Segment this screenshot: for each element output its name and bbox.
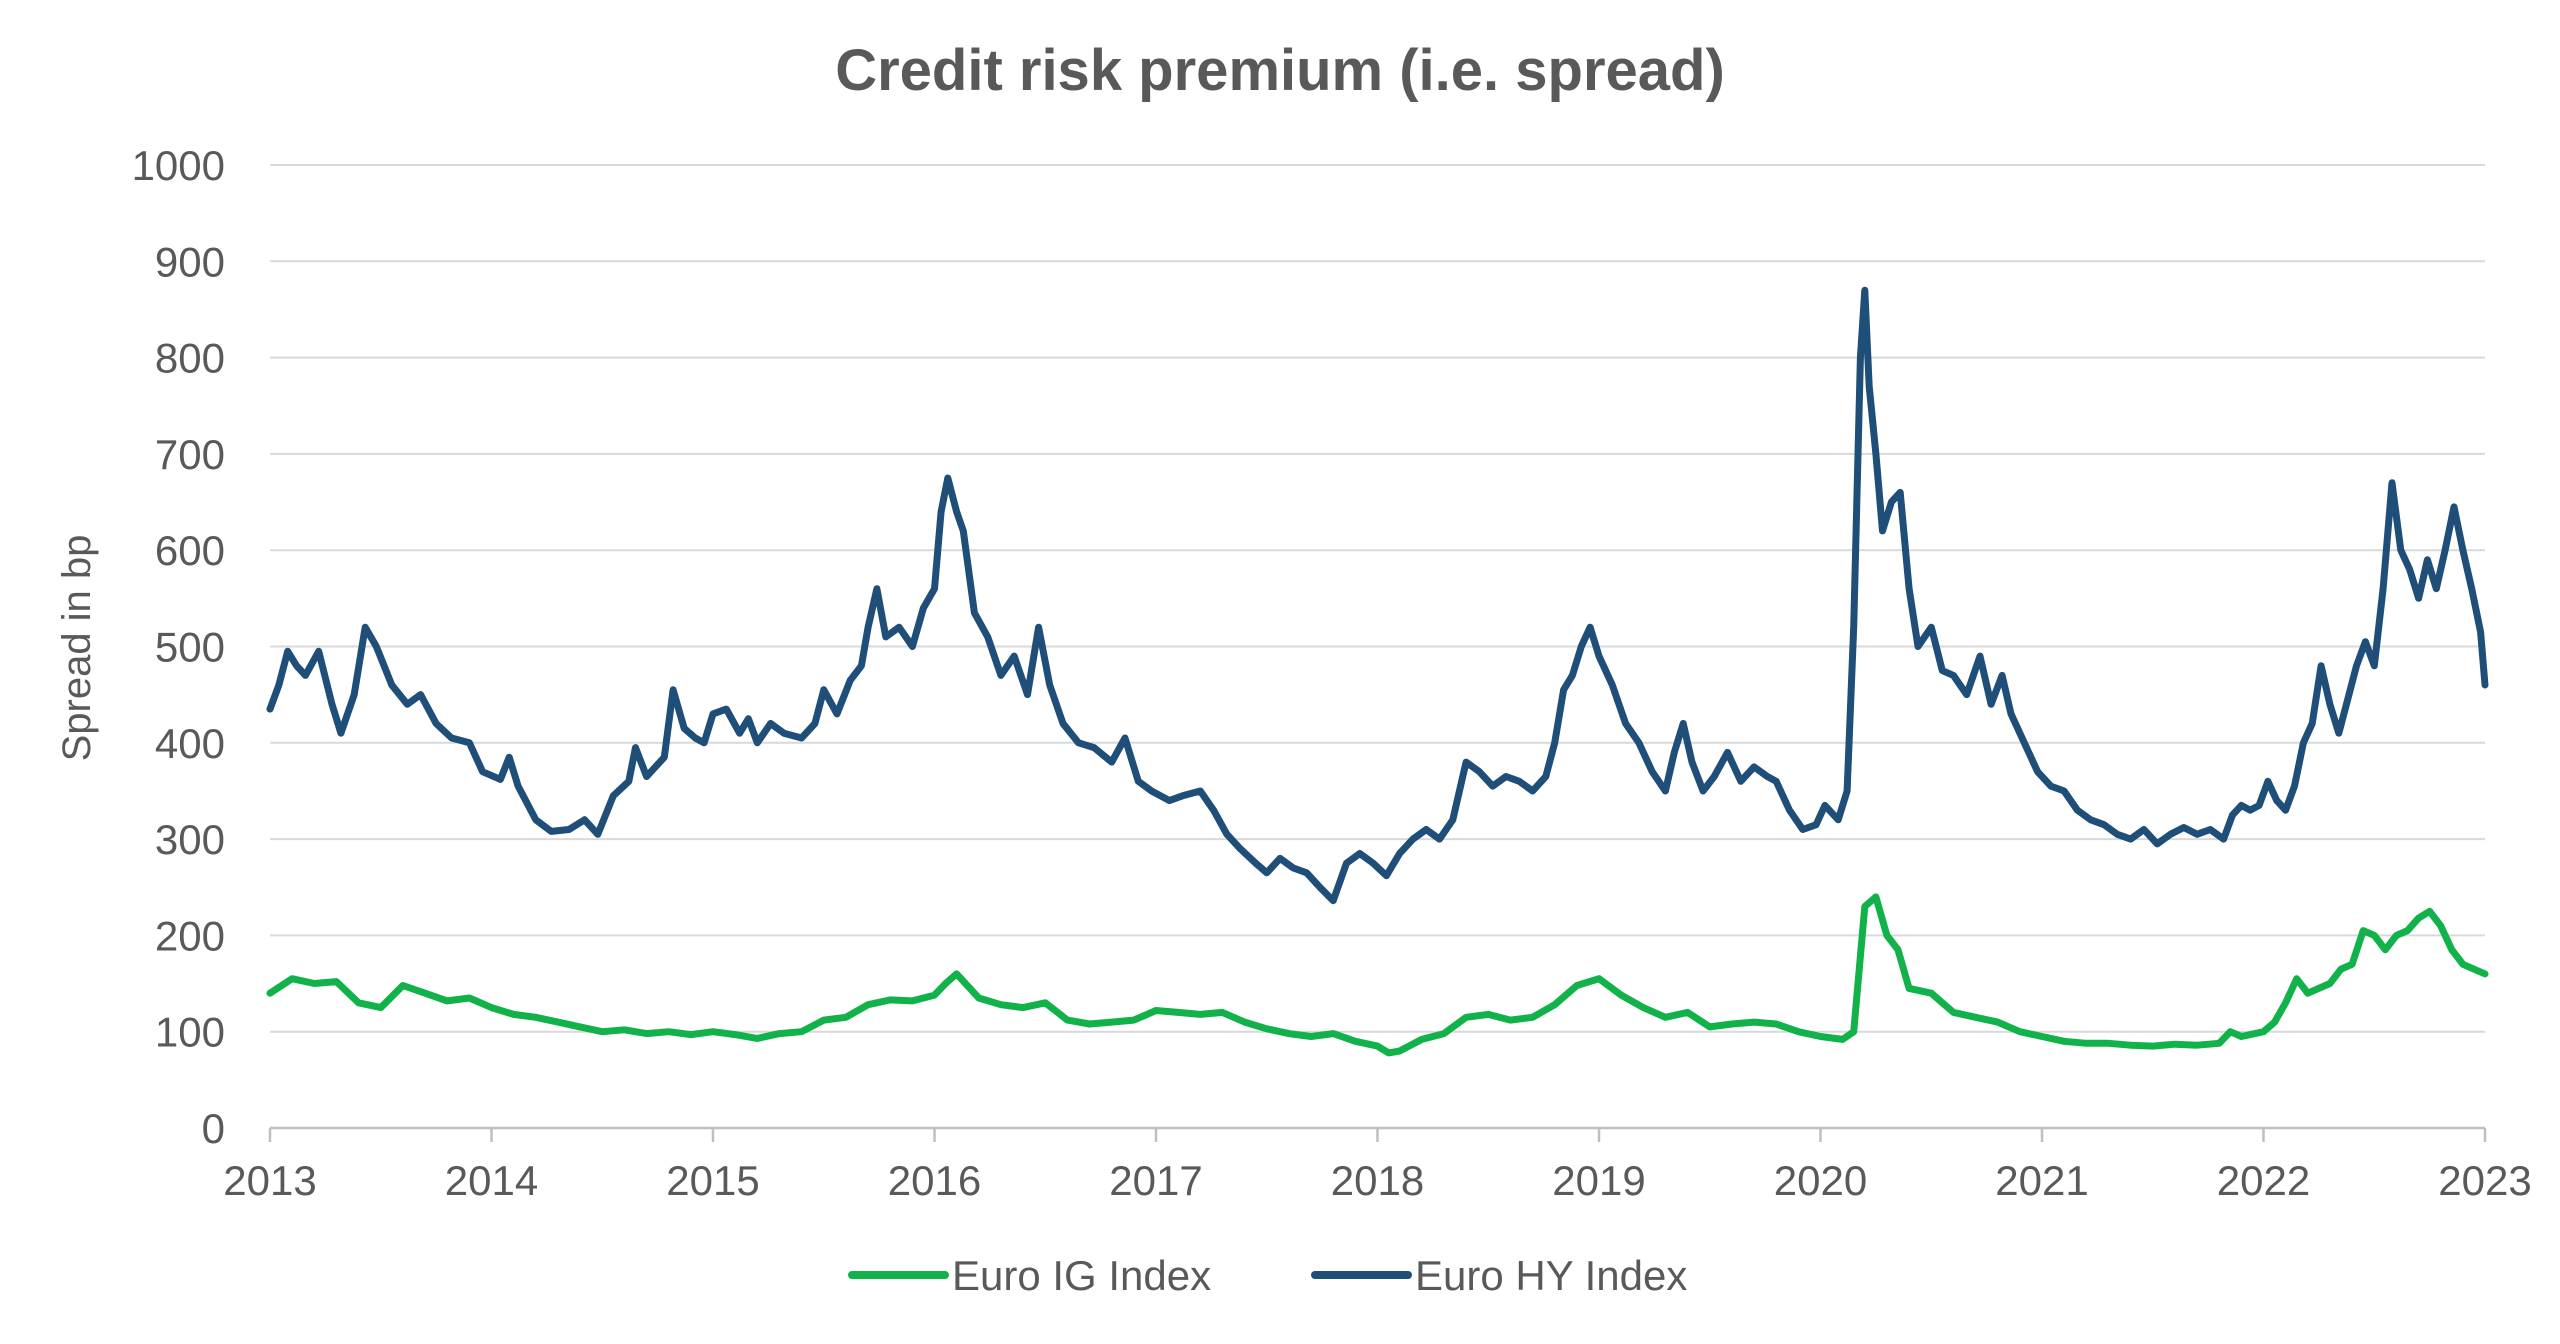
y-tick-label: 500 (155, 624, 225, 671)
legend-label-euro-hy: Euro HY Index (1415, 1252, 1687, 1299)
x-tick-label: 2021 (1995, 1157, 2088, 1204)
x-tick-label: 2022 (2217, 1157, 2310, 1204)
x-tick-label: 2015 (666, 1157, 759, 1204)
y-tick-label: 300 (155, 816, 225, 863)
y-tick-label: 900 (155, 238, 225, 285)
chart-title: Credit risk premium (i.e. spread) (835, 38, 1725, 103)
x-axis-ticks: 2013 2014 2015 2016 2017 2018 2019 2020 2021 2022… (223, 1128, 2532, 1204)
x-tick-label: 2020 (1774, 1157, 1867, 1204)
x-tick-label: 2017 (1109, 1157, 1202, 1204)
x-tick-label: 2016 (888, 1157, 981, 1204)
x-tick-label: 2013 (223, 1157, 316, 1204)
y-axis-ticks: 0 100 200 300 400 500 600 700 800 900 1000 (132, 142, 225, 1152)
legend-item-euro-hy[interactable]: Euro HY Index (1311, 1252, 1687, 1299)
grid-lines (270, 164, 2485, 1130)
series-layer (266, 286, 2489, 1057)
legend-item-euro-ig[interactable]: Euro IG Index (848, 1252, 1211, 1299)
x-tick-label: 2018 (1331, 1157, 1424, 1204)
y-tick-label: 200 (155, 912, 225, 959)
x-tick-label: 2014 (445, 1157, 538, 1204)
legend: Euro IG Index Euro HY Index (848, 1252, 1687, 1299)
y-tick-label: 1000 (132, 142, 225, 189)
series-line-euro-hy-index (266, 286, 2489, 905)
y-tick-label: 800 (155, 335, 225, 382)
legend-label-euro-ig: Euro IG Index (952, 1252, 1211, 1299)
y-tick-label: 400 (155, 720, 225, 767)
series-line-euro-ig-index (266, 893, 2489, 1057)
y-tick-label: 0 (202, 1105, 225, 1152)
y-tick-label: 700 (155, 431, 225, 478)
x-tick-label: 2023 (2438, 1157, 2531, 1204)
y-tick-label: 100 (155, 1009, 225, 1056)
y-tick-label: 600 (155, 527, 225, 574)
y-axis-label: Spread in bp (55, 535, 99, 762)
x-tick-label: 2019 (1552, 1157, 1645, 1204)
